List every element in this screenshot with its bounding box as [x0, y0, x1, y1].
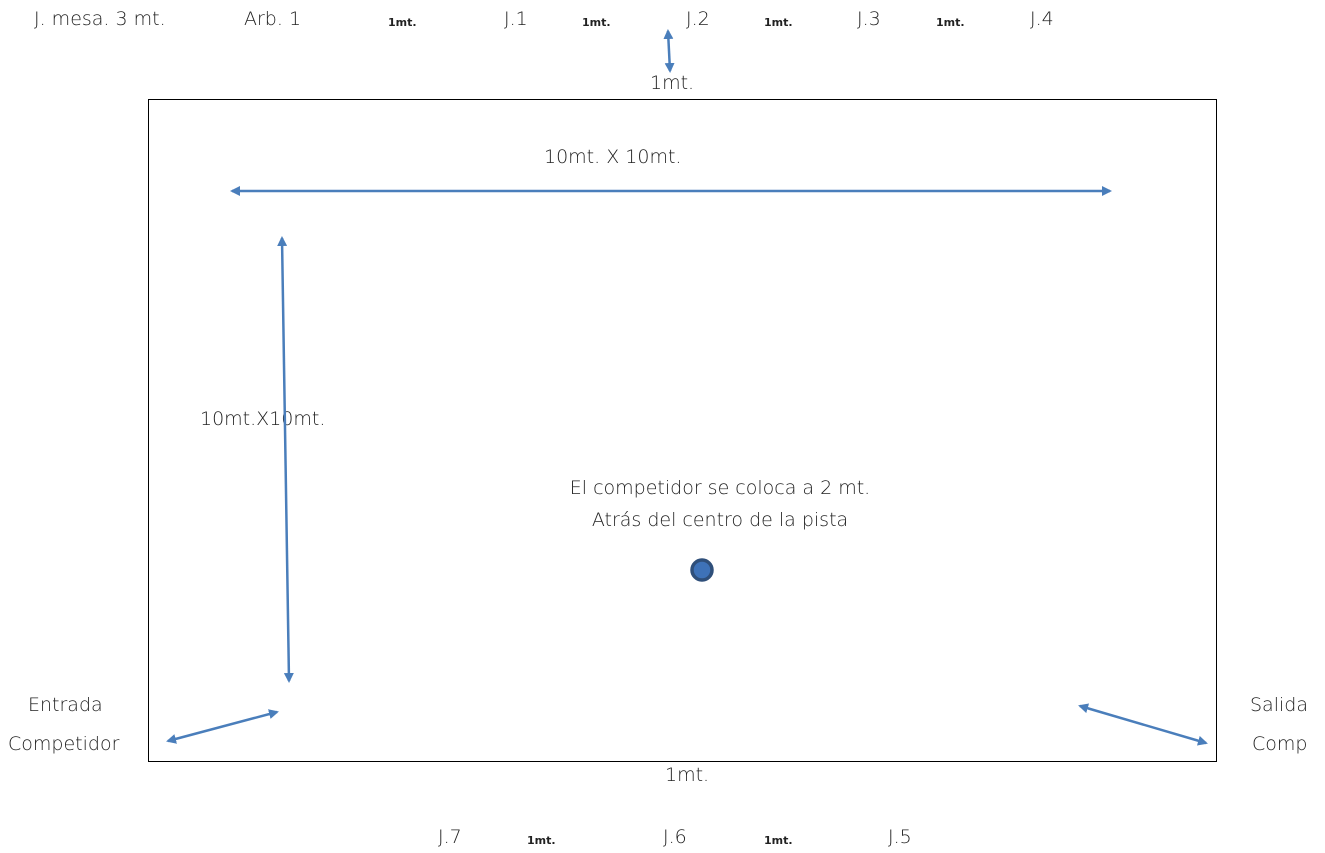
vertical-size-label: 10mt.X10mt.: [200, 408, 326, 430]
gap-label: 1mt.: [527, 834, 556, 847]
entrada-label: Entrada: [28, 694, 103, 716]
judge-mesa-label: J. mesa. 3 mt.: [34, 8, 166, 30]
salida-arrow: [1078, 703, 1208, 746]
entrada-competidor-label: Competidor: [8, 733, 120, 755]
judge-4-label: J.4: [1030, 8, 1054, 30]
bottom-gap-label: 1mt.: [665, 764, 710, 786]
gap-label: 1mt.: [764, 16, 793, 29]
competitor-position-line2: Atrás del centro de la pista: [591, 509, 849, 531]
competitor-position-dot: [690, 558, 714, 582]
top-gap-arrow: [663, 29, 675, 73]
competitor-position-line1: El competidor se coloca a 2 mt.: [569, 477, 871, 499]
top-gap-label: 1mt.: [650, 72, 695, 94]
entrada-arrow: [166, 709, 279, 744]
horizontal-size-label: 10mt. X 10mt.: [544, 146, 682, 168]
salida-label: Salida: [1250, 694, 1308, 716]
judge-7-label: J.7: [438, 826, 462, 848]
gap-label: 1mt.: [936, 16, 965, 29]
judge-6-label: J.6: [663, 826, 687, 848]
judge-1-label: J.1: [504, 8, 528, 30]
referee-label: Arb. 1: [244, 8, 302, 30]
gap-label: 1mt.: [582, 16, 611, 29]
judge-5-label: J.5: [888, 826, 912, 848]
vertical-size-arrow: [277, 236, 294, 683]
salida-comp-label: Comp: [1252, 733, 1308, 755]
gap-label: 1mt.: [764, 834, 793, 847]
competition-area: [148, 99, 1217, 762]
gap-label: 1mt.: [388, 16, 417, 29]
competitor-position-note: El competidor se coloca a 2 mt. Atrás de…: [520, 472, 920, 536]
judge-2-label: J.2: [686, 8, 710, 30]
judge-3-label: J.3: [857, 8, 881, 30]
